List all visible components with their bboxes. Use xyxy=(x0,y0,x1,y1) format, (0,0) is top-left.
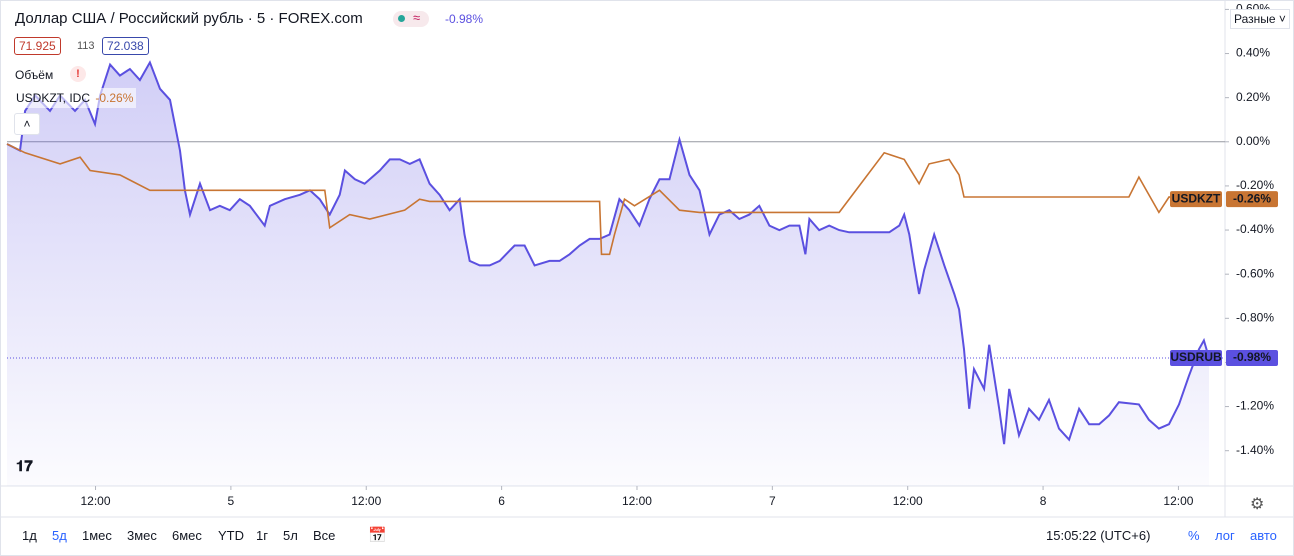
legend-change: -0.26% xyxy=(95,91,134,105)
range-button[interactable]: 5д xyxy=(52,528,67,543)
y-tick-label: 0.00% xyxy=(1236,134,1270,148)
y-tick-label: -0.60% xyxy=(1236,266,1274,280)
range-button[interactable]: 5л xyxy=(283,528,298,543)
series-line xyxy=(6,60,1210,445)
x-tick-label: 8 xyxy=(1040,494,1047,508)
x-tick-label: 12:00 xyxy=(1163,494,1193,508)
range-button[interactable]: 6мес xyxy=(172,528,202,543)
area-fill xyxy=(7,62,1210,487)
x-tick-label: 7 xyxy=(769,494,776,508)
series-line xyxy=(6,143,1210,256)
collapse-button[interactable]: ˄ xyxy=(14,113,40,135)
x-tick-label: 12:00 xyxy=(351,494,381,508)
range-button[interactable]: 1г xyxy=(256,528,268,543)
y-tick-label: -1.40% xyxy=(1236,443,1274,457)
x-tick-label: 5 xyxy=(228,494,235,508)
auto-toggle[interactable]: авто xyxy=(1250,528,1277,543)
range-button[interactable]: Все xyxy=(313,528,336,543)
warning-icon[interactable]: ! xyxy=(70,66,86,82)
spread: 113 xyxy=(77,40,95,52)
badge-value-bg xyxy=(1226,191,1278,208)
log-toggle[interactable]: лог xyxy=(1215,528,1235,543)
x-tick-label: 6 xyxy=(498,494,505,508)
compare-legend: USDKZT, IDC -0.26% xyxy=(13,88,137,108)
ask-price: 72.038 xyxy=(102,37,149,55)
status-pill[interactable]: ≈ xyxy=(393,10,429,27)
badge-value: -0.98% xyxy=(1233,350,1271,364)
range-button[interactable]: YTD xyxy=(218,528,244,543)
scale-mode-button[interactable]: Разные ˅ xyxy=(1230,9,1290,29)
y-tick-label: -1.20% xyxy=(1236,399,1274,413)
badge-name: USDRUB xyxy=(1170,350,1222,364)
range-button[interactable]: 1д xyxy=(22,528,37,543)
y-tick-label: 0.40% xyxy=(1236,46,1270,60)
badge-name-bg xyxy=(1170,350,1222,367)
percent-toggle[interactable]: % xyxy=(1188,528,1200,543)
badge-value: -0.26% xyxy=(1233,191,1271,205)
price-badge: USDKZT -0.26% xyxy=(1170,191,1278,208)
volume-label: Объём xyxy=(15,68,54,82)
legend-name: USDKZT, IDC xyxy=(16,91,91,105)
price-badge: USDRUB -0.98% xyxy=(1170,350,1278,367)
date-range-icon[interactable]: 📅 xyxy=(368,527,387,544)
range-button[interactable]: 1мес xyxy=(82,528,112,543)
y-tick-label: -0.20% xyxy=(1236,178,1274,192)
badge-value-bg xyxy=(1226,350,1278,367)
x-tick-label: 12:00 xyxy=(81,494,111,508)
clock: 15:05:22 (UTC+6) xyxy=(1046,528,1151,543)
change-percent: -0.98% xyxy=(445,12,484,26)
x-tick-label: 12:00 xyxy=(622,494,652,508)
y-tick-label: -0.40% xyxy=(1236,222,1274,236)
x-tick-label: 12:00 xyxy=(893,494,923,508)
badge-name-bg xyxy=(1170,191,1222,208)
y-tick-label: 0.20% xyxy=(1236,90,1270,104)
chart-title: Доллар США / Российский рубль · 5 · FORE… xyxy=(15,10,363,27)
y-tick-label: -0.80% xyxy=(1236,310,1274,324)
settings-icon[interactable]: ⚙ xyxy=(1250,496,1265,513)
bid-price: 71.925 xyxy=(14,37,61,55)
tv-logo[interactable]: 𝟏𝟕 xyxy=(16,458,33,475)
badge-name: USDKZT xyxy=(1172,191,1221,205)
range-button[interactable]: 3мес xyxy=(127,528,157,543)
